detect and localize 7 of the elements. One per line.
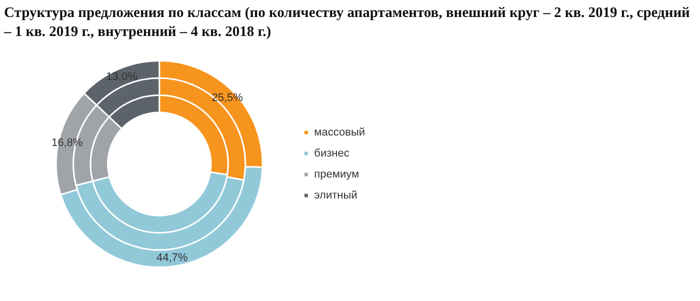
chart-title: Структура предложения по классам (по количеству апартаментов, внешний круг – 2 кв. 2019 г., средний – 1 кв. 2019 г., внутренний – 4 кв. 2018 г.) [4, 4, 691, 42]
data-label: 13,0% [106, 71, 138, 84]
legend-label: бизнес [314, 148, 350, 160]
data-label: 44,7% [156, 252, 188, 264]
legend-label: массовый [314, 126, 366, 139]
legend-label: премиум [314, 168, 360, 181]
legend-label: элитный [314, 190, 358, 202]
